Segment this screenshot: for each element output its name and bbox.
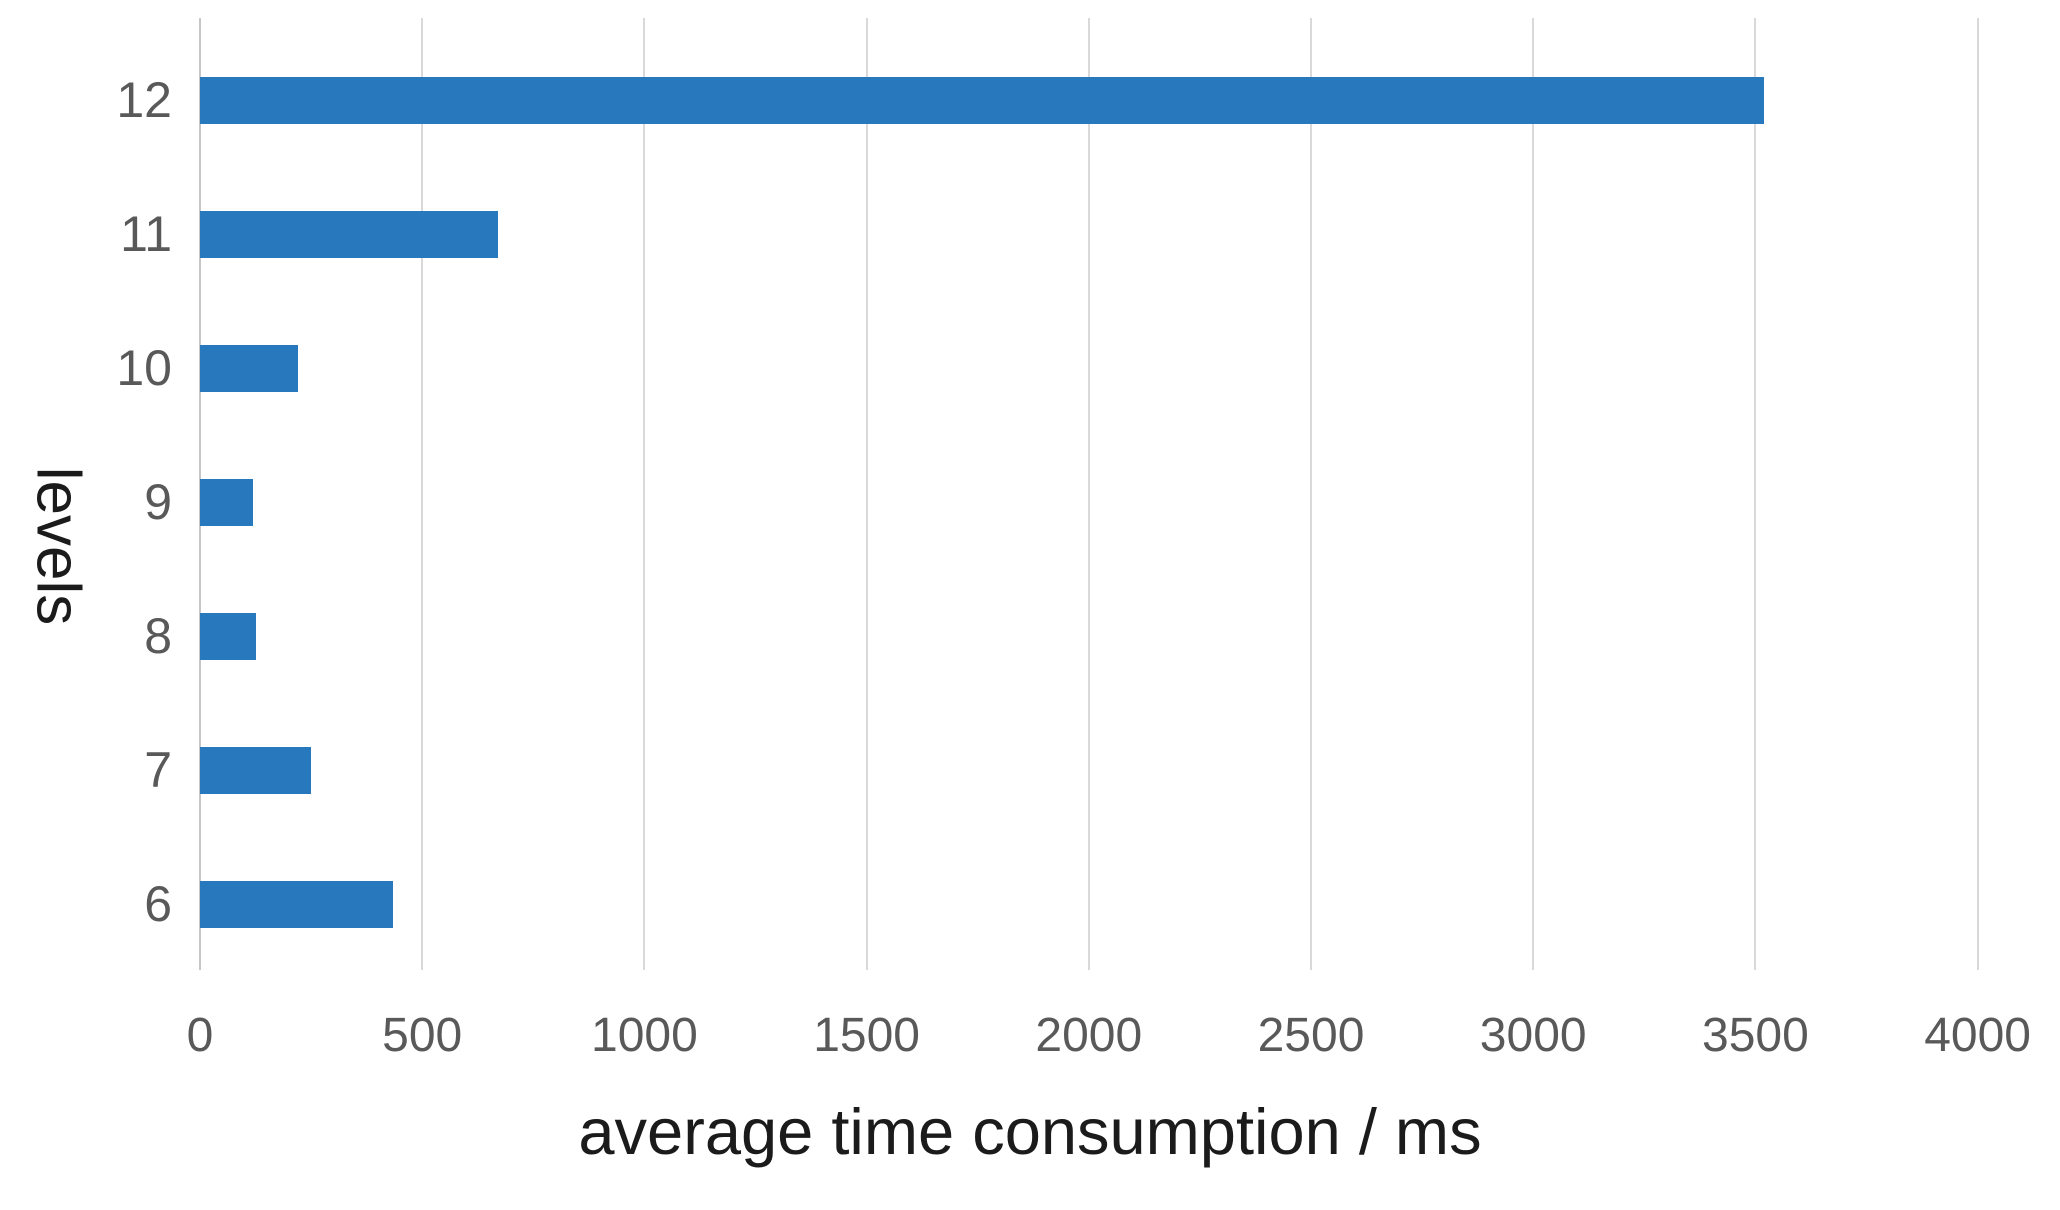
y-tick-label-9: 9 xyxy=(144,474,172,530)
gridline-x-1500 xyxy=(865,18,868,970)
x-tick-label-1000: 1000 xyxy=(591,1009,698,1062)
y-tick-label-8: 8 xyxy=(144,608,172,664)
x-tick-label-0: 0 xyxy=(186,1009,214,1062)
y-tick-label-10: 10 xyxy=(116,340,172,396)
x-tick-label-3000: 3000 xyxy=(1479,1009,1587,1062)
bar-level-12 xyxy=(200,76,1764,124)
y-tick-label-6: 6 xyxy=(144,876,172,932)
gridline-x-3000 xyxy=(1532,18,1535,970)
x-tick-label-1500: 1500 xyxy=(813,1009,920,1062)
bar-level-7 xyxy=(200,746,311,794)
gridline-x-4000 xyxy=(1976,18,1979,970)
gridline-x-2000 xyxy=(1087,18,1090,970)
y-tick-label-11: 11 xyxy=(120,206,172,262)
bar-level-10 xyxy=(200,344,298,392)
x-tick-label-500: 500 xyxy=(382,1009,463,1062)
y-tick-label-7: 7 xyxy=(144,742,172,798)
bar-level-8 xyxy=(200,612,256,660)
bar-level-6 xyxy=(200,880,393,928)
bar-level-9 xyxy=(200,478,253,526)
y-axis-title: levels xyxy=(23,466,93,626)
gridline-x-500 xyxy=(421,18,424,970)
x-tick-label-3500: 3500 xyxy=(1702,1009,1809,1062)
gridline-x-2500 xyxy=(1310,18,1312,970)
gridline-x-1000 xyxy=(643,18,646,970)
x-tick-label-4000: 4000 xyxy=(1924,1009,2031,1062)
x-tick-label-2000: 2000 xyxy=(1035,1009,1143,1062)
bar-level-11 xyxy=(200,210,498,258)
y-tick-label-12: 12 xyxy=(116,72,172,128)
gridline-x-3500 xyxy=(1754,18,1757,970)
x-tick-label-2500: 2500 xyxy=(1257,1009,1365,1062)
x-axis-title: average time consumption / ms xyxy=(578,1095,1482,1168)
